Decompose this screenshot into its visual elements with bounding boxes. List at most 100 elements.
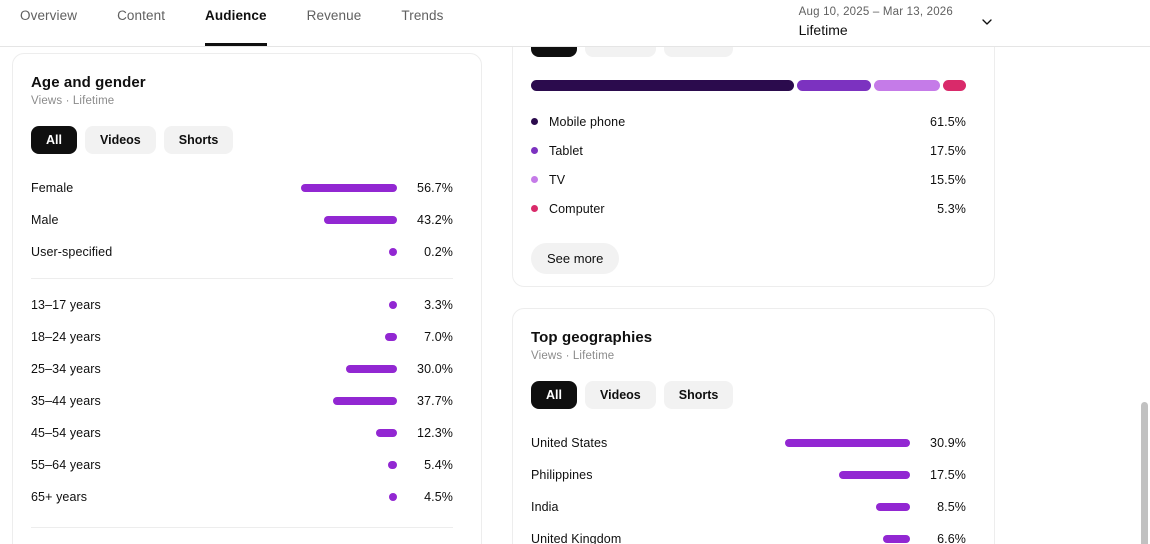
bar-row-value: 5.4%	[424, 458, 453, 472]
bar-row-track	[73, 184, 407, 192]
device-type-filter-chips: All Videos Shorts	[531, 47, 966, 57]
stacked-bar-segment[interactable]	[531, 80, 794, 91]
bar-row: 55–64 years 5.4%	[31, 449, 453, 481]
tab-trends[interactable]: Trends	[381, 0, 463, 46]
see-more-button[interactable]: See more	[531, 243, 620, 274]
age-gender-filter-chips: All Videos Shorts	[31, 126, 453, 154]
bar-row-value: 37.7%	[417, 394, 453, 408]
bar-row-fill	[385, 333, 397, 341]
bar-row-track	[559, 503, 920, 511]
device-type-chip-shorts[interactable]: Shorts	[663, 47, 734, 57]
analytics-tab-bar: Overview Content Audience Revenue Trends Aug…	[0, 0, 1150, 47]
bar-row-track	[101, 429, 407, 437]
bar-row: United States 30.9%	[531, 427, 966, 459]
date-range-selector[interactable]: Aug 10, 2025 – Mar 13, 2026 Lifetime	[799, 4, 995, 40]
tab-label: Audience	[205, 7, 267, 23]
bar-row-value: 43.2%	[417, 213, 453, 227]
stacked-bar-segment[interactable]	[796, 80, 872, 91]
age-gender-chip-shorts[interactable]: Shorts	[163, 126, 234, 154]
chevron-down-icon[interactable]	[979, 14, 995, 30]
bar-row: 35–44 years 37.7%	[31, 385, 453, 417]
tab-content[interactable]: Content	[97, 0, 185, 46]
tab-overview[interactable]: Overview	[0, 0, 97, 46]
bar-row-value: 56.7%	[417, 181, 453, 195]
scroll-viewport: Age and gender Views · Lifetime All Video…	[0, 47, 1150, 544]
bar-row: United Kingdom 6.6%	[531, 523, 966, 544]
bar-row-track	[112, 248, 407, 256]
legend-label: Mobile phone	[549, 114, 626, 129]
tab-audience[interactable]: Audience	[185, 0, 287, 46]
legend-label: Computer	[549, 201, 605, 216]
geographies-chip-shorts[interactable]: Shorts	[663, 381, 734, 409]
legend-label: Tablet	[549, 143, 583, 158]
tab-label: Revenue	[306, 7, 362, 23]
geographies-chip-videos[interactable]: Videos	[584, 381, 656, 409]
bar-row-label: 18–24 years	[31, 330, 101, 344]
bar-row-value: 12.3%	[417, 426, 453, 440]
bar-row-fill	[301, 184, 397, 192]
bar-row-track	[101, 397, 407, 405]
bar-row-track	[101, 461, 407, 469]
device-type-chip-videos[interactable]: Videos	[584, 47, 656, 57]
bar-row: Philippines 17.5%	[531, 459, 966, 491]
bar-row-label: Male	[31, 213, 59, 227]
legend-dot-icon	[531, 176, 538, 183]
bar-row-track	[59, 216, 408, 224]
page-scrollbar[interactable]	[1138, 47, 1150, 544]
bar-row-fill	[323, 216, 397, 224]
stacked-bar-segment[interactable]	[943, 80, 966, 91]
bar-row-label: Female	[31, 181, 74, 195]
bar-row-value: 17.5%	[930, 468, 966, 482]
legend-row: TV 15.5%	[531, 165, 966, 194]
bar-row-track	[101, 365, 407, 373]
bar-row-value: 7.0%	[424, 330, 453, 344]
bar-row-label: United Kingdom	[531, 532, 622, 544]
tab-label: Trends	[401, 7, 444, 23]
geographies-chip-all[interactable]: All	[531, 381, 577, 409]
bar-row-track	[593, 471, 920, 479]
bar-row-value: 8.5%	[937, 500, 966, 514]
gender-rows: Female 56.7% Male 43.2% User-specified 0.2%	[31, 172, 453, 268]
legend-row: Mobile phone 61.5%	[531, 107, 966, 136]
bar-row-fill	[389, 301, 397, 309]
bar-row-label: 65+ years	[31, 490, 88, 504]
legend-label: TV	[549, 172, 566, 187]
tab-revenue[interactable]: Revenue	[287, 0, 382, 46]
date-range-span: Aug 10, 2025 – Mar 13, 2026	[798, 6, 953, 18]
age-gender-chip-all[interactable]: All	[31, 126, 77, 154]
bar-row-label: 45–54 years	[31, 426, 101, 440]
bar-row-fill	[389, 493, 397, 501]
bar-row-value: 4.5%	[424, 490, 453, 504]
bar-row: Female 56.7%	[31, 172, 453, 204]
bar-row-track	[87, 493, 407, 501]
device-type-chip-all[interactable]: All	[531, 47, 577, 57]
legend-row: Tablet 17.5%	[531, 136, 966, 165]
age-gender-title: Age and gender	[31, 74, 146, 91]
legend-value: 15.5%	[930, 172, 966, 187]
scrollbar-thumb[interactable]	[1141, 402, 1148, 544]
bar-row: 18–24 years 7.0%	[31, 321, 453, 353]
bar-row-value: 0.2%	[424, 245, 453, 259]
age-and-gender-card: Age and gender Views · Lifetime All Video…	[12, 53, 482, 544]
bar-row-label: 25–34 years	[31, 362, 101, 376]
bar-row-fill	[346, 365, 397, 373]
bar-row-value: 6.6%	[937, 532, 966, 544]
bar-row-value: 3.3%	[424, 298, 453, 312]
bar-row-label: Philippines	[531, 468, 593, 482]
stacked-bar-segment[interactable]	[874, 80, 941, 91]
age-rows: 13–17 years 3.3% 18–24 years 7.0% 25–34 year…	[31, 289, 453, 513]
bar-row-track	[621, 535, 920, 543]
top-geographies-card: Top geographies Views · Lifetime All Vide…	[512, 308, 995, 544]
date-range-label: Lifetime	[798, 22, 848, 38]
legend-row: Computer 5.3%	[531, 194, 966, 223]
age-gender-chip-videos[interactable]: Videos	[84, 126, 156, 154]
bar-row-fill	[387, 461, 397, 469]
bar-row: User-specified 0.2%	[31, 236, 453, 268]
bar-row: 65+ years 4.5%	[31, 481, 453, 513]
bar-row-value: 30.0%	[417, 362, 453, 376]
bar-row-label: 35–44 years	[31, 394, 101, 408]
bar-row-fill	[875, 503, 910, 511]
legend-dot-icon	[531, 118, 538, 125]
bar-row-track	[101, 333, 407, 341]
